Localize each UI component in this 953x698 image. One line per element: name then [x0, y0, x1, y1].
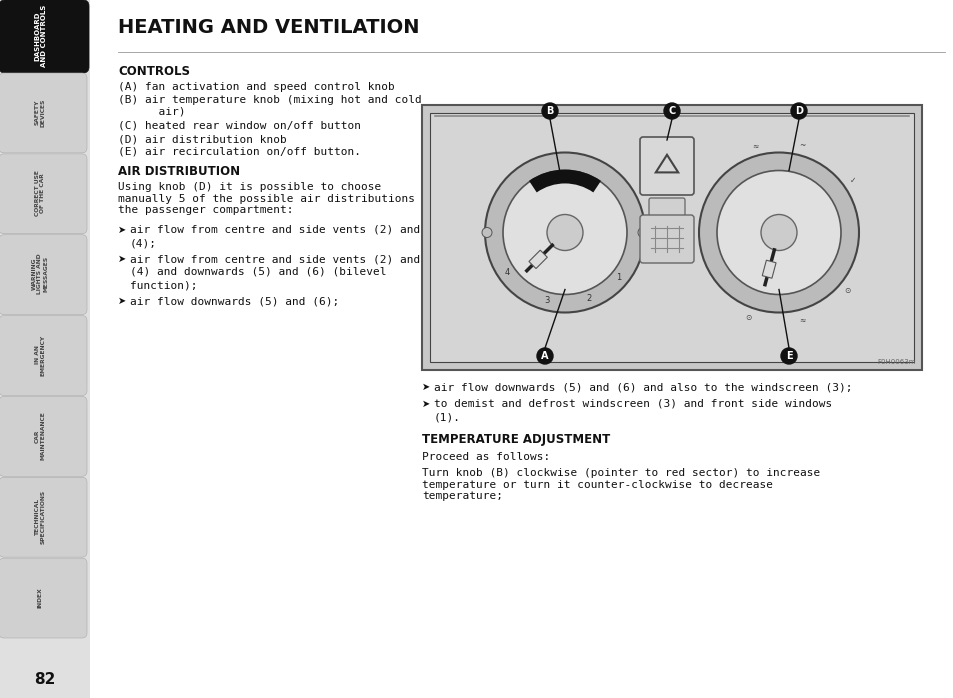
- Circle shape: [484, 152, 644, 313]
- Text: E: E: [785, 351, 792, 361]
- Text: 1: 1: [616, 273, 620, 282]
- Text: 2: 2: [586, 294, 591, 303]
- Text: (B) air temperature knob (mixing hot and cold
      air): (B) air temperature knob (mixing hot and…: [118, 95, 421, 117]
- Text: Proceed as follows:: Proceed as follows:: [421, 452, 550, 461]
- Circle shape: [663, 103, 679, 119]
- FancyBboxPatch shape: [0, 73, 87, 153]
- Text: SAFETY
DEVICES: SAFETY DEVICES: [34, 98, 46, 126]
- Bar: [430, 113, 913, 362]
- Text: CORRECT USE
OF THE CAR: CORRECT USE OF THE CAR: [34, 170, 46, 216]
- Text: HEATING AND VENTILATION: HEATING AND VENTILATION: [118, 18, 419, 37]
- Bar: [761, 260, 775, 279]
- FancyBboxPatch shape: [0, 154, 87, 234]
- Text: CAR
MAINTENANCE: CAR MAINTENANCE: [34, 411, 46, 460]
- Circle shape: [781, 348, 796, 364]
- Text: (1).: (1).: [434, 412, 460, 422]
- Text: (A) fan activation and speed control knob: (A) fan activation and speed control kno…: [118, 82, 395, 92]
- Text: (C) heated rear window on/off button: (C) heated rear window on/off button: [118, 121, 360, 131]
- Circle shape: [541, 103, 558, 119]
- Text: 82: 82: [34, 672, 55, 688]
- Text: ~: ~: [799, 141, 804, 150]
- Text: air flow downwards (5) and (6) and also to the windscreen (3);: air flow downwards (5) and (6) and also …: [434, 382, 852, 392]
- Bar: [528, 250, 547, 269]
- Text: Using knob (D) it is possible to choose
manually 5 of the possible air distribut: Using knob (D) it is possible to choose …: [118, 182, 435, 215]
- Text: F0H0063m: F0H0063m: [877, 359, 915, 365]
- Text: ≈: ≈: [752, 141, 758, 150]
- Circle shape: [537, 348, 553, 364]
- Text: (4) and downwards (5) and (6) (bilevel: (4) and downwards (5) and (6) (bilevel: [130, 267, 386, 277]
- Circle shape: [638, 228, 647, 237]
- FancyBboxPatch shape: [0, 315, 87, 396]
- Text: 4: 4: [504, 268, 510, 277]
- FancyBboxPatch shape: [0, 235, 87, 315]
- FancyBboxPatch shape: [0, 396, 87, 476]
- Text: ⊙: ⊙: [843, 286, 850, 295]
- Circle shape: [790, 103, 806, 119]
- Text: AIR DISTRIBUTION: AIR DISTRIBUTION: [118, 165, 240, 178]
- Bar: [421, 105, 921, 370]
- Text: air flow downwards (5) and (6);: air flow downwards (5) and (6);: [130, 296, 339, 306]
- FancyBboxPatch shape: [639, 137, 693, 195]
- Text: ✓: ✓: [848, 177, 855, 186]
- Text: TECHNICAL
SPECIFICATIONS: TECHNICAL SPECIFICATIONS: [34, 490, 46, 544]
- Text: INDEX: INDEX: [37, 587, 43, 608]
- Text: ➤: ➤: [421, 382, 430, 392]
- Text: D: D: [794, 106, 802, 116]
- Text: (4);: (4);: [130, 238, 157, 248]
- Text: (E) air recirculation on/off button.: (E) air recirculation on/off button.: [118, 147, 360, 157]
- Text: to demist and defrost windscreen (3) and front side windows: to demist and defrost windscreen (3) and…: [434, 399, 831, 408]
- Text: A: A: [540, 351, 548, 361]
- Text: ⊙: ⊙: [744, 313, 751, 322]
- Text: 3: 3: [543, 296, 549, 304]
- Circle shape: [760, 214, 796, 251]
- Text: ➤: ➤: [118, 254, 126, 264]
- Text: IN AN
EMERGENCY: IN AN EMERGENCY: [34, 334, 46, 376]
- Text: ≈: ≈: [799, 315, 804, 324]
- FancyBboxPatch shape: [0, 477, 87, 557]
- FancyBboxPatch shape: [0, 0, 89, 73]
- Text: function);: function);: [130, 280, 197, 290]
- Text: DASHBOARD
AND CONTROLS: DASHBOARD AND CONTROLS: [34, 5, 48, 67]
- Text: CONTROLS: CONTROLS: [118, 65, 190, 78]
- Bar: [0, 0, 90, 698]
- Circle shape: [546, 214, 582, 251]
- Text: Turn knob (B) clockwise (pointer to red sector) to increase
temperature or turn : Turn knob (B) clockwise (pointer to red …: [421, 468, 820, 501]
- Text: ➤: ➤: [421, 399, 430, 408]
- Text: ➤: ➤: [118, 296, 126, 306]
- FancyBboxPatch shape: [0, 558, 87, 638]
- Text: WARNING
LIGHTS AND
MESSAGES: WARNING LIGHTS AND MESSAGES: [31, 254, 49, 295]
- FancyBboxPatch shape: [648, 198, 684, 216]
- Circle shape: [481, 228, 492, 237]
- Circle shape: [717, 170, 841, 295]
- Text: air flow from centre and side vents (2) and: air flow from centre and side vents (2) …: [130, 225, 420, 235]
- Text: B: B: [546, 106, 553, 116]
- Text: TEMPERATURE ADJUSTMENT: TEMPERATURE ADJUSTMENT: [421, 433, 610, 447]
- Text: air flow from centre and side vents (2) and: air flow from centre and side vents (2) …: [130, 254, 420, 264]
- FancyBboxPatch shape: [639, 215, 693, 263]
- Text: C: C: [668, 106, 675, 116]
- Text: (D) air distribution knob: (D) air distribution knob: [118, 134, 287, 144]
- Text: ➤: ➤: [118, 225, 126, 235]
- Circle shape: [699, 152, 858, 313]
- Circle shape: [502, 170, 626, 295]
